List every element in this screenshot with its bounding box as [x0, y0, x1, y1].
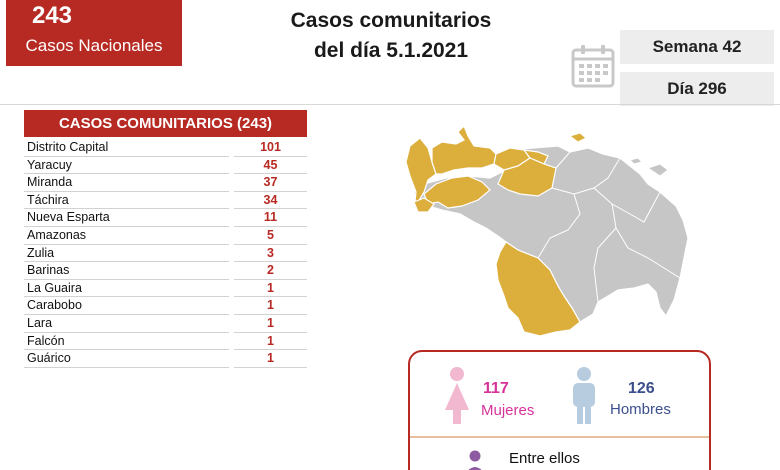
case-count: 1 — [234, 297, 307, 315]
table-row: Miranda 37 — [24, 174, 307, 192]
case-count: 101 — [234, 139, 307, 157]
state-name: Nueva Esparta — [24, 209, 229, 227]
state-name: Distrito Capital — [24, 139, 229, 157]
week-label: Semana 42 — [620, 30, 774, 64]
table-row: Amazonas 5 — [24, 227, 307, 245]
table-row: Táchira 34 — [24, 192, 307, 210]
venezuela-map — [405, 124, 689, 337]
case-count: 2 — [234, 262, 307, 280]
page-title: Casos comunitarios — [290, 9, 492, 32]
state-name: Guárico — [24, 350, 229, 368]
map-region-nueva-esparta — [568, 132, 587, 143]
table-row: Lara 1 — [24, 315, 307, 333]
case-count: 5 — [234, 227, 307, 245]
table-row: Carabobo 1 — [24, 297, 307, 315]
men-label: Hombres — [610, 401, 671, 418]
women-count: 117 — [483, 380, 509, 397]
table-row: Guárico 1 — [24, 350, 307, 368]
case-count: 45 — [234, 157, 307, 175]
person-icon — [468, 450, 482, 470]
case-count: 37 — [234, 174, 307, 192]
state-name: Falcón — [24, 333, 229, 351]
men-count: 126 — [628, 380, 655, 397]
state-name: Lara — [24, 315, 229, 333]
state-name: Barinas — [24, 262, 229, 280]
gender-note: Entre ellos — [509, 450, 580, 467]
state-name: Carabobo — [24, 297, 229, 315]
page-subtitle: del día 5.1.2021 — [313, 39, 469, 62]
map-region-west — [405, 137, 437, 213]
state-name: La Guaira — [24, 280, 229, 298]
table-row: Yaracuy 45 — [24, 157, 307, 175]
state-name: Táchira — [24, 192, 229, 210]
state-name: Yaracuy — [24, 157, 229, 175]
gender-panel: 117 Mujeres 126 Hombres Entre ellos — [408, 350, 711, 470]
case-count: 11 — [234, 209, 307, 227]
divider — [0, 104, 780, 105]
map-region-amazonas — [495, 241, 581, 337]
gender-separator — [410, 436, 709, 438]
woman-icon — [445, 367, 469, 424]
table-row: La Guaira 1 — [24, 280, 307, 298]
table-row: Zulia 3 — [24, 245, 307, 263]
women-label: Mujeres — [481, 402, 535, 419]
case-count: 34 — [234, 192, 307, 210]
calendar-icon — [571, 45, 615, 88]
national-cases-count: 243 — [31, 2, 73, 29]
case-count: 1 — [234, 280, 307, 298]
table-row: Barinas 2 — [24, 262, 307, 280]
man-icon — [573, 367, 595, 424]
case-count: 3 — [234, 245, 307, 263]
state-name: Amazonas — [24, 227, 229, 245]
case-count: 1 — [234, 315, 307, 333]
table-row: Distrito Capital 101 — [24, 139, 307, 157]
table-header: CASOS COMUNITARIOS (243) — [24, 110, 307, 137]
table-row: Falcón 1 — [24, 333, 307, 351]
state-name: Miranda — [24, 174, 229, 192]
day-label: Día 296 — [620, 72, 774, 106]
case-count: 1 — [234, 350, 307, 368]
national-cases-label: Casos Nacionales — [25, 36, 163, 55]
case-count: 1 — [234, 333, 307, 351]
table-row: Nueva Esparta 11 — [24, 209, 307, 227]
state-name: Zulia — [24, 245, 229, 263]
cases-table: Distrito Capital 101 Yaracuy 45 Miranda 37 Tác… — [24, 139, 307, 368]
national-cases-badge: 243 Casos Nacionales — [6, 0, 182, 66]
